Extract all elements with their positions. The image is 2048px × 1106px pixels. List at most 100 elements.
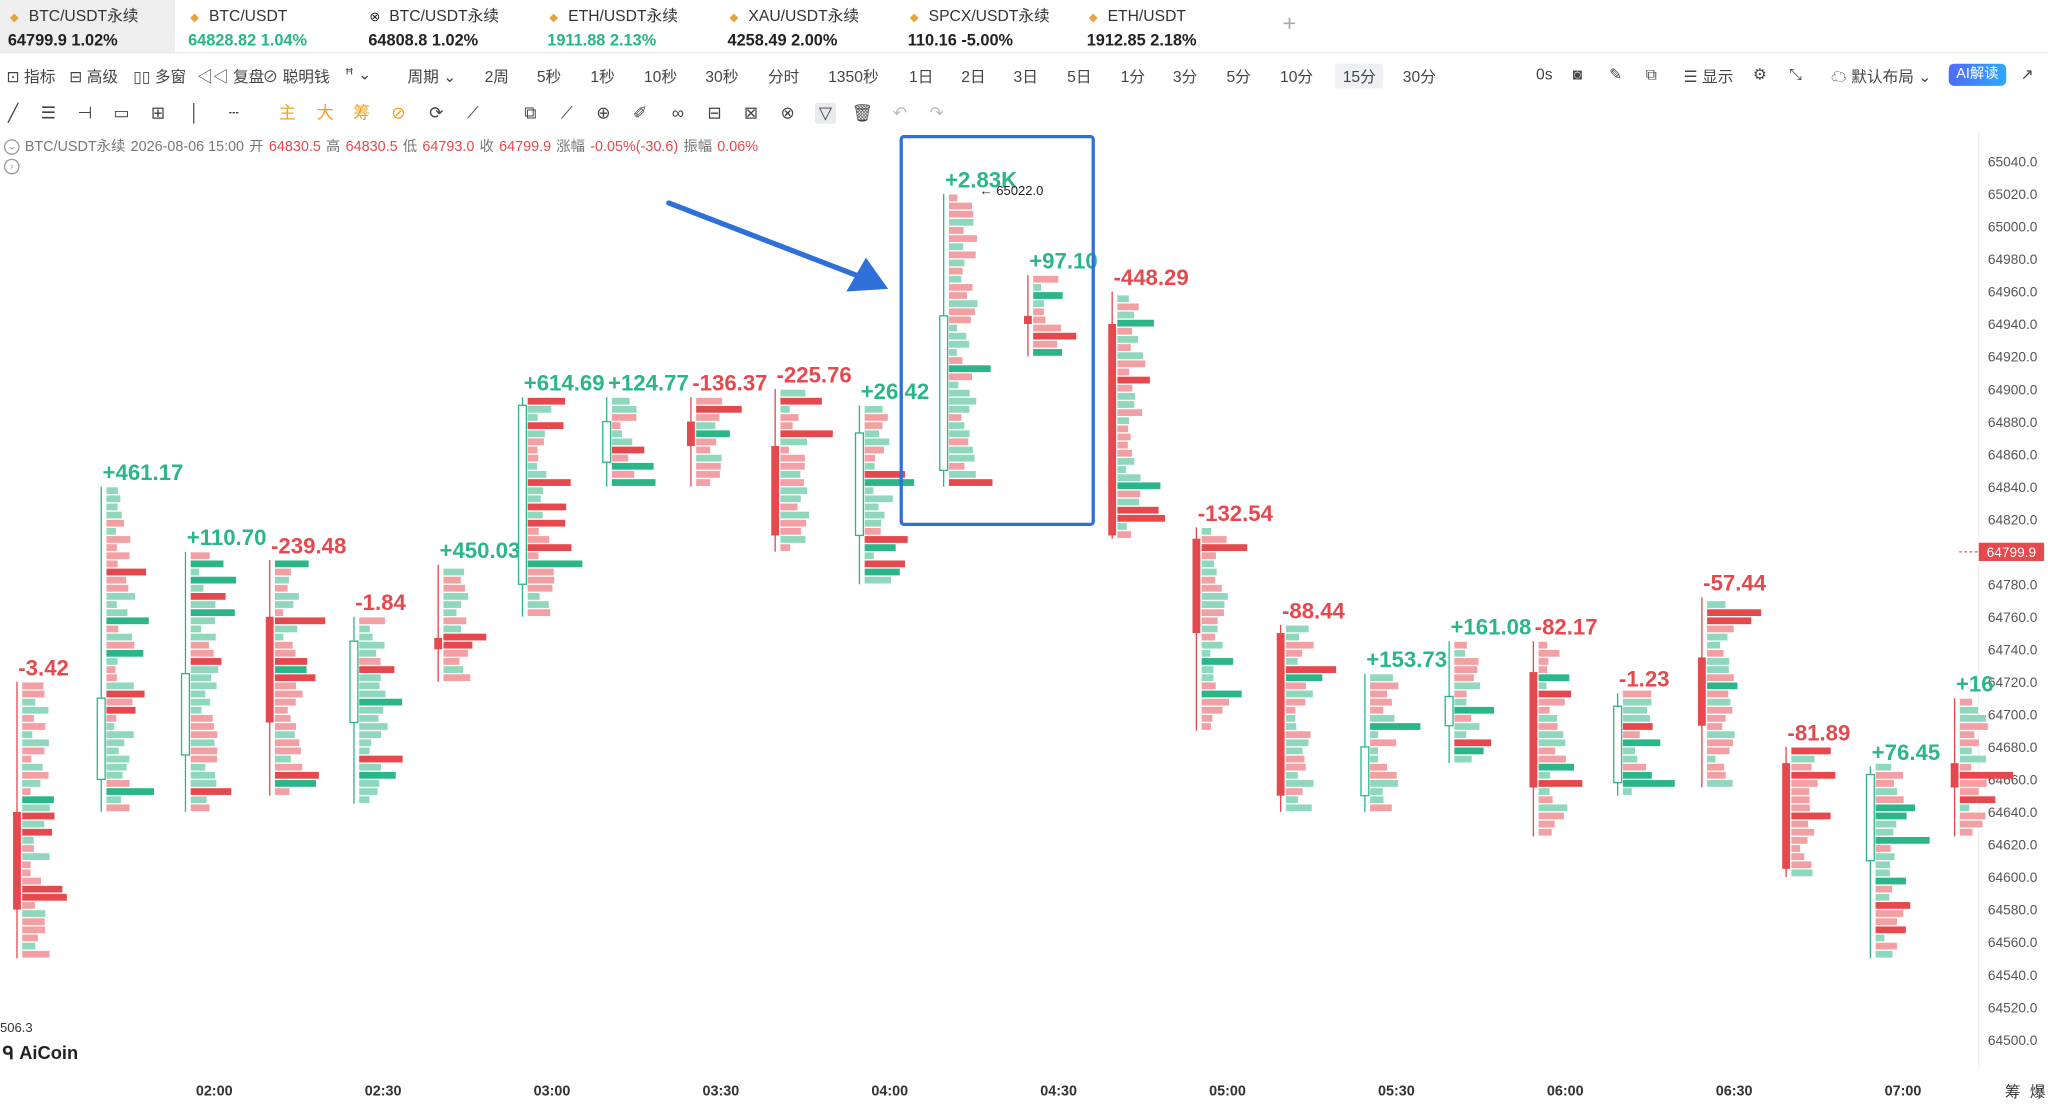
edit-icon[interactable]: ⊠ <box>743 102 759 123</box>
redo-icon[interactable]: ↷ <box>929 102 944 123</box>
volume-profile-bar <box>274 649 296 657</box>
main-force-icon[interactable]: 主 <box>278 102 296 123</box>
period-1d[interactable]: 1日 <box>909 67 934 86</box>
period-10m[interactable]: 10分 <box>1279 67 1314 86</box>
chips-icon[interactable]: 筹 <box>353 102 371 123</box>
period-3d[interactable]: 3日 <box>1013 67 1038 86</box>
period-2w[interactable]: 2周 <box>484 67 509 86</box>
symbol-tab[interactable]: ◆ ETH/USDT 1912.85 2.18% <box>1086 6 1197 50</box>
volume-profile-bar <box>190 723 214 730</box>
price-tick-label: 64560.0 <box>1988 935 2038 950</box>
replay-button[interactable]: ◁◁ 复盘 <box>197 67 265 86</box>
copy-icon[interactable]: ⧉ <box>524 102 537 123</box>
link-icon[interactable]: ⊗ <box>780 102 795 123</box>
period-1350s[interactable]: 1350秒 <box>828 67 879 86</box>
chips-toggle[interactable]: 筹 <box>2004 1082 2021 1101</box>
measure-icon[interactable]: ⊞ <box>150 102 166 123</box>
period-30m[interactable]: 30分 <box>1402 67 1436 86</box>
volume-profile-bar <box>190 593 226 600</box>
sync-icon[interactable]: ⟳ <box>429 102 444 123</box>
period-timeline[interactable]: 分时 <box>767 67 800 86</box>
volume-profile-bar <box>22 877 41 885</box>
volume-profile-bar <box>1285 771 1298 779</box>
ruler-icon[interactable]: ⟋ <box>560 102 573 123</box>
dotted-line-icon[interactable]: ┄ <box>228 102 239 123</box>
lock-icon[interactable]: ⊟ <box>707 102 722 123</box>
ai-analysis-button[interactable]: AI解读 <box>1948 63 2007 86</box>
volume-profile-bar <box>1201 568 1217 576</box>
camera-icon[interactable]: ◙ <box>1572 65 1583 84</box>
collapse-icon[interactable]: ⌄ <box>3 139 20 155</box>
fullscreen-icon[interactable]: ⤡ <box>1789 65 1802 84</box>
period-1m[interactable]: 1分 <box>1120 67 1146 86</box>
volume-profile-bar <box>1707 755 1716 763</box>
volume-profile-bar <box>1875 820 1897 828</box>
symbol-tab[interactable]: ◆ BTC/USDT永续 64799.9 1.02% <box>0 0 176 53</box>
layout-dropdown[interactable]: ☁ 默认布局 ⌄ <box>1831 67 1932 86</box>
undo-icon[interactable]: ↶ <box>892 102 908 123</box>
volume-profile-bar <box>274 698 296 706</box>
advanced-button[interactable]: ⊟ 高级 <box>69 67 119 86</box>
chart-type-dropdown[interactable]: ꟸ ⌄ <box>344 65 372 84</box>
period-1s[interactable]: 1秒 <box>590 67 615 86</box>
volume-profile-bar <box>1285 666 1337 673</box>
zoom-icon[interactable]: ⊕ <box>596 102 611 123</box>
share-icon[interactable]: ⧉ <box>1645 65 1657 84</box>
large-order-icon[interactable]: 大 <box>316 102 334 123</box>
symbol-tab[interactable]: ◆ SPCX/USDT永续 110.16 -5.00% <box>907 6 1050 50</box>
trendline-icon[interactable]: ╱ <box>7 102 19 123</box>
magnet-icon[interactable]: ∞ <box>671 102 684 123</box>
symbol-tab[interactable]: ⊗ BTC/USDT永续 64808.8 1.02% <box>368 6 499 50</box>
rectangle-icon[interactable]: ▭ <box>113 102 130 123</box>
volume-profile-bar <box>948 259 965 267</box>
volume-profile-bar <box>1454 723 1480 730</box>
volume-profile-bar <box>190 584 204 592</box>
expand-indicators-icon[interactable]: › <box>3 158 20 175</box>
display-button[interactable]: ☰ 显示 <box>1683 67 1734 86</box>
volume-profile-bar <box>1538 812 1564 820</box>
period-5s[interactable]: 5秒 <box>536 67 562 86</box>
expand-icon[interactable]: ↗ <box>2020 65 2034 84</box>
brush-icon[interactable]: ⟋ <box>466 102 479 123</box>
candle-body <box>1276 633 1285 796</box>
ratio-icon[interactable]: ⊘ <box>391 102 406 123</box>
price-tick-label: 64880.0 <box>1988 415 2038 430</box>
volume-profile-bar <box>864 454 875 462</box>
volume-profile-bar <box>106 771 123 779</box>
period-5m[interactable]: 5分 <box>1226 67 1251 86</box>
volume-profile-bar <box>1033 324 1062 332</box>
volume-profile-bar <box>443 649 468 657</box>
parallel-lines-icon[interactable]: ☰ <box>40 102 56 123</box>
settings-icon[interactable]: ⚙ <box>1752 65 1767 84</box>
filter-icon[interactable]: ▽ <box>815 102 836 124</box>
volume-profile-bar <box>527 438 544 446</box>
candle-body <box>602 420 612 463</box>
horizontal-line-icon[interactable]: ⊣ <box>77 102 93 123</box>
pen-icon[interactable]: ✎ <box>1609 65 1623 84</box>
price-tick-label: 64900.0 <box>1988 382 2038 397</box>
volume-profile-bar <box>948 275 962 283</box>
period-10s[interactable]: 10秒 <box>643 67 678 86</box>
volume-profile-bar <box>864 544 896 551</box>
period-dropdown[interactable]: 周期 ⌄ <box>407 67 457 86</box>
period-15m[interactable]: 15分 <box>1334 63 1384 89</box>
trash-icon[interactable]: 🗑 <box>851 102 874 123</box>
liquidation-toggle[interactable]: 爆 <box>2029 1082 2046 1101</box>
vertical-line-icon[interactable]: │ <box>189 102 200 123</box>
multi-window-button[interactable]: ▯▯ 多窗 <box>133 67 187 86</box>
volume-profile-bar <box>1454 641 1467 649</box>
period-2d[interactable]: 2日 <box>961 67 986 86</box>
period-5d[interactable]: 5日 <box>1067 67 1092 86</box>
smart-money-button[interactable]: ⊘ 聪明钱 <box>262 67 330 86</box>
indicators-button[interactable]: ⊡ 指标 <box>6 67 56 86</box>
period-3m[interactable]: 3分 <box>1172 67 1198 86</box>
marker-icon[interactable]: ✐ <box>632 102 648 123</box>
period-30s[interactable]: 30秒 <box>705 67 739 86</box>
symbol-tab[interactable]: ◆ XAU/USDT永续 4258.49 2.00% <box>727 6 860 50</box>
add-tab-icon[interactable]: + <box>1282 10 1297 37</box>
symbol-tab[interactable]: ◆ BTC/USDT 64828.82 1.04% <box>188 6 308 50</box>
price-tick-label: 64720.0 <box>1988 675 2038 690</box>
volume-profile-bar <box>359 731 382 739</box>
symbol-tab[interactable]: ◆ ETH/USDT永续 1911.88 2.13% <box>547 6 678 50</box>
